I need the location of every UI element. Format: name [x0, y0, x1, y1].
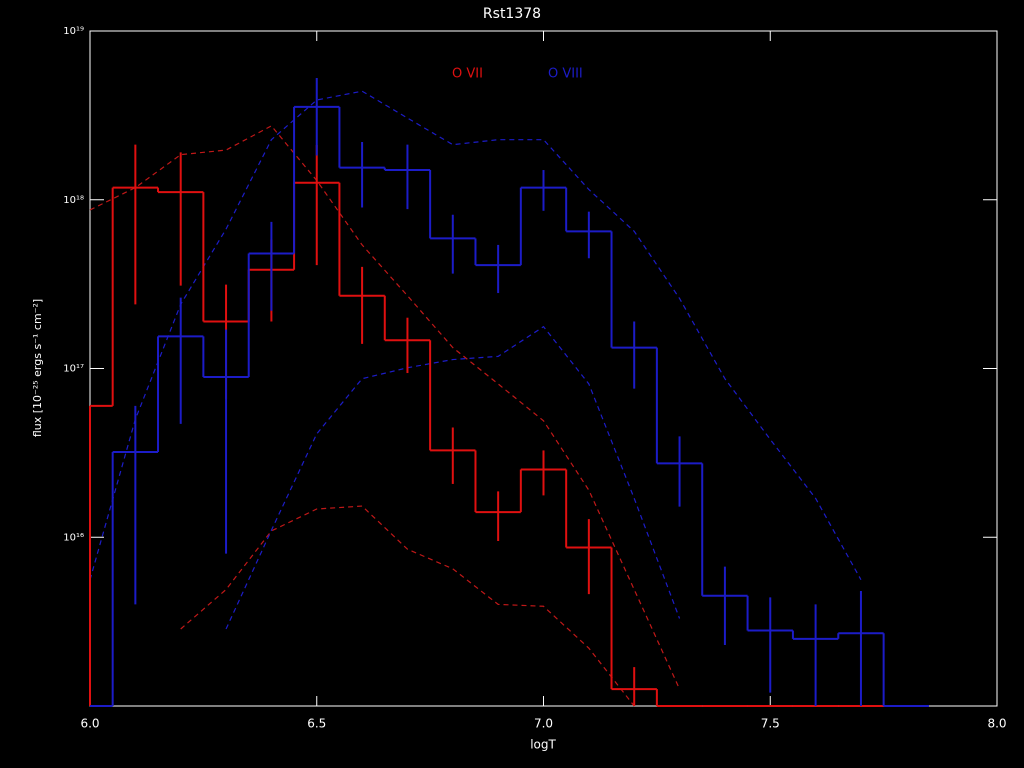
- y-tick-label: 10¹⁹: [63, 26, 84, 37]
- x-tick-label: 7.0: [534, 717, 553, 731]
- envelope-line: [180, 505, 635, 707]
- y-tick-label: 10¹⁷: [63, 364, 84, 375]
- x-tick-label: 8.0: [987, 717, 1006, 731]
- y-tick-label: 10¹⁸: [63, 195, 84, 206]
- envelope-line: [89, 125, 681, 690]
- envelope-line: [89, 90, 862, 581]
- x-tick-label: 6.5: [307, 717, 326, 731]
- x-tick-label: 7.5: [761, 717, 780, 731]
- envelope-line: [225, 325, 681, 630]
- legend-entry: O VII: [452, 67, 483, 82]
- y-axis-label: flux [10⁻²⁵ ergs s⁻¹ cm⁻²]: [31, 299, 44, 437]
- x-tick-label: 6.0: [80, 717, 99, 731]
- legend-entry: O VIII: [548, 67, 583, 82]
- y-tick-label: 10¹⁶: [63, 532, 84, 543]
- chart-title: Rst1378: [483, 6, 541, 22]
- x-axis-label: logT: [530, 738, 556, 752]
